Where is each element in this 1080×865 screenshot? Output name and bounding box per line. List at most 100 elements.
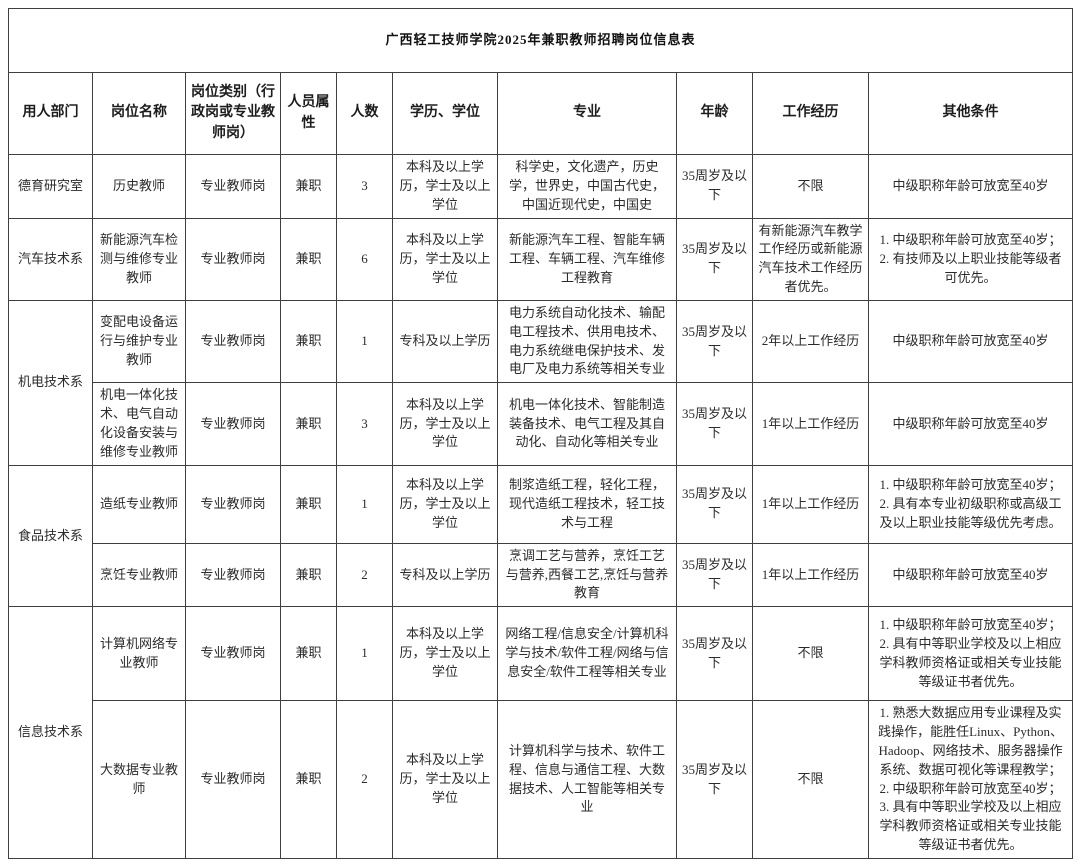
cell-category: 专业教师岗 — [185, 606, 281, 702]
table-row: 汽车技术系 新能源汽车检测与维修专业教师 专业教师岗 兼职 6 本科及以上学历，… — [8, 217, 1074, 301]
cell-major: 机电一体化技术、智能制造装备技术、电气工程及其自动化、自动化等相关专业 — [497, 382, 677, 466]
cell-experience: 不限 — [752, 606, 869, 702]
cell-count: 2 — [336, 700, 393, 859]
cell-age: 35周岁及以下 — [676, 382, 753, 466]
cell-experience: 不限 — [752, 154, 869, 219]
cell-count: 1 — [336, 464, 393, 544]
cell-department: 汽车技术系 — [8, 217, 93, 301]
cell-attribute: 兼职 — [280, 700, 337, 859]
cell-count: 1 — [336, 606, 393, 702]
column-header-attribute: 人员属性 — [280, 72, 337, 155]
table-row: 机电技术系 变配电设备运行与维护专业教师 专业教师岗 兼职 1 专科及以上学历 … — [8, 299, 1074, 466]
table-row: 食品技术系 造纸专业教师 专业教师岗 兼职 1 本科及以上学历，学士及以上学位 … — [8, 464, 1074, 608]
cell-education: 本科及以上学历，学士及以上学位 — [392, 382, 498, 466]
recruitment-table: 广西轻工技师学院2025年兼职教师招聘岗位信息表 用人部门 岗位名称 岗位类别（… — [7, 8, 1074, 859]
cell-other: 1. 中级职称年龄可放宽至40岁； 2. 具有本专业初级职称或高级工及以上职业技… — [867, 464, 1074, 544]
cell-age: 35周岁及以下 — [676, 606, 753, 702]
cell-education: 专科及以上学历 — [392, 299, 498, 384]
cell-age: 35周岁及以下 — [676, 217, 753, 301]
cell-other: 1. 中级职称年龄可放宽至40岁； 2. 有技师及以上职业技能等级者可优先。 — [867, 217, 1074, 301]
cell-count: 3 — [336, 154, 393, 219]
page-title: 广西轻工技师学院2025年兼职教师招聘岗位信息表 — [7, 8, 1074, 73]
cell-major: 烹调工艺与营养，烹饪工艺与营养,西餐工艺,烹饪与营养教育 — [497, 542, 677, 608]
cell-department: 德育研究室 — [8, 154, 93, 219]
cell-experience: 1年以上工作经历 — [752, 382, 869, 466]
cell-major: 电力系统自动化技术、输配电工程技术、供用电技术、电力系统继电保护技术、发电厂及电… — [497, 299, 677, 384]
cell-count: 1 — [336, 299, 393, 384]
cell-major: 计算机科学与技术、软件工程、信息与通信工程、大数据技术、人工智能等相关专业 — [497, 700, 677, 859]
cell-education: 本科及以上学历，学士及以上学位 — [392, 606, 498, 702]
cell-count: 6 — [336, 217, 393, 301]
cell-age: 35周岁及以下 — [676, 299, 753, 384]
cell-attribute: 兼职 — [280, 299, 337, 384]
cell-other: 中级职称年龄可放宽至40岁 — [867, 154, 1074, 219]
cell-major: 新能源汽车工程、智能车辆工程、车辆工程、汽车维修工程教育 — [497, 217, 677, 301]
cell-count: 3 — [336, 382, 393, 466]
cell-category: 专业教师岗 — [185, 154, 281, 219]
cell-major: 网络工程/信息安全/计算机科学与技术/软件工程/网络与信息安全/软件工程等相关专… — [497, 606, 677, 702]
column-header-major: 专业 — [497, 72, 677, 155]
cell-position: 新能源汽车检测与维修专业教师 — [92, 217, 186, 301]
cell-position: 历史教师 — [92, 154, 186, 219]
cell-position: 烹饪专业教师 — [92, 542, 186, 608]
cell-attribute: 兼职 — [280, 542, 337, 608]
cell-position: 变配电设备运行与维护专业教师 — [92, 299, 186, 384]
cell-other: 1. 熟悉大数据应用专业课程及实践操作，能胜任Linux、Python、Hado… — [867, 700, 1074, 859]
cell-position: 造纸专业教师 — [92, 464, 186, 544]
table-row: 德育研究室 历史教师 专业教师岗 兼职 3 本科及以上学历，学士及以上学位 科学… — [8, 154, 1074, 219]
cell-age: 35周岁及以下 — [676, 700, 753, 859]
cell-department: 信息技术系 — [8, 606, 93, 859]
cell-category: 专业教师岗 — [185, 299, 281, 384]
table-row: 大数据专业教师 专业教师岗 兼职 2 本科及以上学历，学士及以上学位 计算机科学… — [9, 700, 1074, 859]
header-row: 用人部门 岗位名称 岗位类别（行政岗或专业教师岗） 人员属性 人数 学历、学位 … — [8, 72, 1074, 155]
cell-attribute: 兼职 — [280, 217, 337, 301]
cell-experience: 2年以上工作经历 — [752, 299, 869, 384]
cell-experience: 有新能源汽车教学工作经历或新能源汽车技术工作经历者优先。 — [752, 217, 869, 301]
cell-education: 本科及以上学历，学士及以上学位 — [392, 700, 498, 859]
cell-education: 专科及以上学历 — [392, 542, 498, 608]
cell-category: 专业教师岗 — [185, 382, 281, 466]
column-header-other: 其他条件 — [867, 72, 1074, 155]
column-header-count: 人数 — [336, 72, 393, 155]
cell-attribute: 兼职 — [280, 464, 337, 544]
cell-category: 专业教师岗 — [185, 700, 281, 859]
cell-attribute: 兼职 — [280, 154, 337, 219]
cell-category: 专业教师岗 — [185, 217, 281, 301]
cell-attribute: 兼职 — [280, 382, 337, 466]
cell-department: 机电技术系 — [8, 299, 93, 466]
cell-major: 科学史，文化遗产，历史学，世界史，中国古代史，中国近现代史，中国史 — [497, 154, 677, 219]
column-header-education: 学历、学位 — [392, 72, 498, 155]
cell-experience: 不限 — [752, 700, 869, 859]
cell-experience: 1年以上工作经历 — [752, 464, 869, 544]
table-row: 烹饪专业教师 专业教师岗 兼职 2 专科及以上学历 烹调工艺与营养，烹饪工艺与营… — [9, 542, 1074, 608]
cell-other: 中级职称年龄可放宽至40岁 — [867, 299, 1074, 384]
cell-age: 35周岁及以下 — [676, 542, 753, 608]
cell-category: 专业教师岗 — [185, 542, 281, 608]
cell-attribute: 兼职 — [280, 606, 337, 702]
cell-age: 35周岁及以下 — [676, 154, 753, 219]
cell-education: 本科及以上学历，学士及以上学位 — [392, 464, 498, 544]
column-header-age: 年龄 — [676, 72, 753, 155]
cell-position: 机电一体化技术、电气自动化设备安装与维修专业教师 — [92, 382, 186, 466]
column-header-category: 岗位类别（行政岗或专业教师岗） — [185, 72, 281, 155]
cell-position: 计算机网络专业教师 — [92, 606, 186, 702]
title-row: 广西轻工技师学院2025年兼职教师招聘岗位信息表 — [7, 8, 1074, 73]
table-row: 信息技术系 计算机网络专业教师 专业教师岗 兼职 1 本科及以上学历，学士及以上… — [8, 606, 1074, 859]
column-header-position: 岗位名称 — [92, 72, 186, 155]
cell-department: 食品技术系 — [8, 464, 93, 608]
cell-position: 大数据专业教师 — [92, 700, 186, 859]
table-row: 机电一体化技术、电气自动化设备安装与维修专业教师 专业教师岗 兼职 3 本科及以… — [9, 382, 1074, 466]
cell-other: 1. 中级职称年龄可放宽至40岁； 2. 具有中等职业学校及以上相应学科教师资格… — [867, 606, 1074, 702]
cell-age: 35周岁及以下 — [676, 464, 753, 544]
cell-other: 中级职称年龄可放宽至40岁 — [867, 382, 1074, 466]
column-header-department: 用人部门 — [8, 72, 93, 155]
cell-education: 本科及以上学历，学士及以上学位 — [392, 217, 498, 301]
cell-major: 制浆造纸工程，轻化工程，现代造纸工程技术，轻工技术与工程 — [497, 464, 677, 544]
cell-education: 本科及以上学历，学士及以上学位 — [392, 154, 498, 219]
cell-count: 2 — [336, 542, 393, 608]
cell-category: 专业教师岗 — [185, 464, 281, 544]
cell-experience: 1年以上工作经历 — [752, 542, 869, 608]
cell-other: 中级职称年龄可放宽至40岁 — [867, 542, 1074, 608]
column-header-experience: 工作经历 — [752, 72, 869, 155]
